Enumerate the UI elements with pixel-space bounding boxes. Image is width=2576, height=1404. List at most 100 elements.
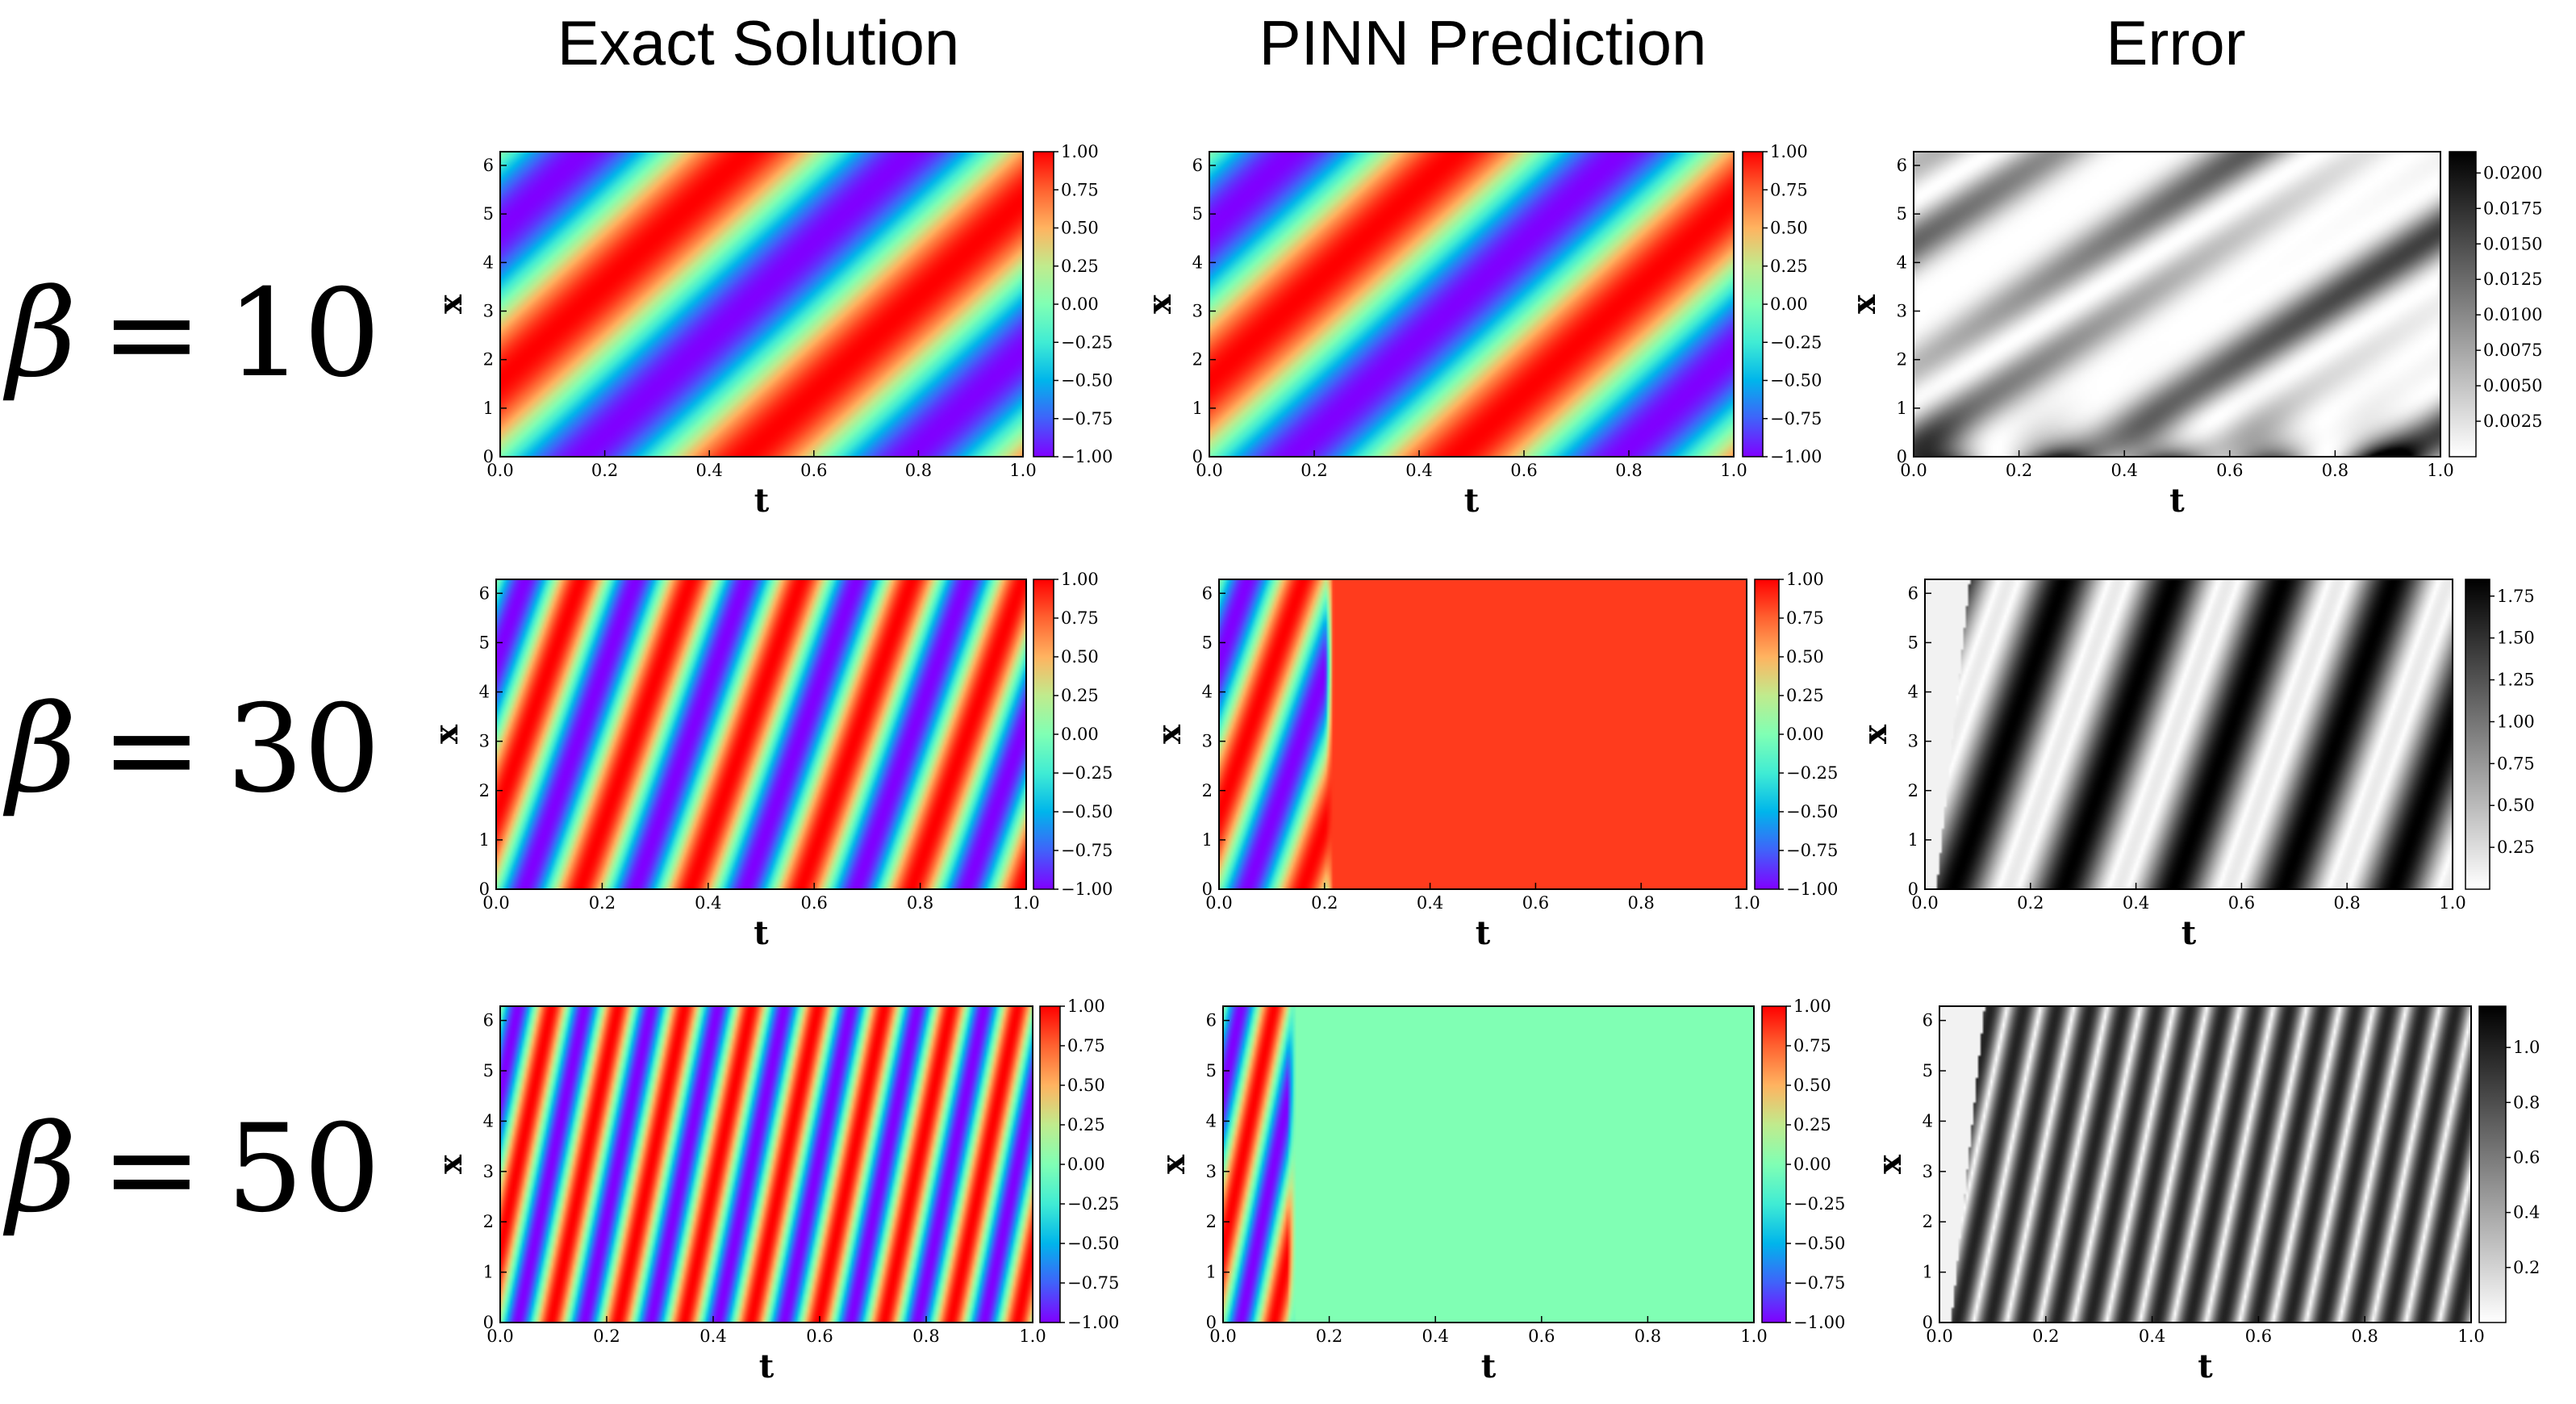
x-tick-label: 0.6 xyxy=(800,893,827,913)
colorbar-tick-label: −0.75 xyxy=(1061,409,1113,428)
y-axis-label: x xyxy=(1154,1154,1192,1174)
y-axis-label: x xyxy=(428,724,466,744)
colorbar-tick-label: 0.00 xyxy=(1793,1155,1831,1174)
colorbar-tick-label: −1.00 xyxy=(1061,880,1113,899)
y-tick-label: 3 xyxy=(483,302,494,321)
x-tick-label: 0.6 xyxy=(1522,893,1549,913)
x-tick-label: 0.4 xyxy=(1405,461,1432,480)
x-tick-label: 0.6 xyxy=(2228,893,2255,913)
x-tick-label: 0.2 xyxy=(2032,1327,2059,1346)
colorbar-tick-label: −0.75 xyxy=(1793,1273,1845,1293)
y-tick-label: 1 xyxy=(1192,399,1203,418)
colorbar-tick-label: 1.75 xyxy=(2497,587,2535,606)
plot-frame xyxy=(1939,1005,2472,1323)
x-tick-label: 0.8 xyxy=(1635,1327,1661,1346)
colorbar-tick-label: 0.00 xyxy=(1067,1155,1105,1174)
y-tick-label: 6 xyxy=(1923,1011,1933,1030)
colorbar-tick-label: 0.6 xyxy=(2513,1147,2540,1167)
heatmap-image xyxy=(1219,579,1747,889)
y-tick-label: 1 xyxy=(1923,1263,1933,1282)
row-label-beta-30: β = 30 xyxy=(2,679,380,820)
y-tick-label: 0 xyxy=(1206,1313,1217,1332)
colorbar-tick-label: −0.25 xyxy=(1786,763,1838,783)
heatmap-image xyxy=(496,579,1026,889)
x-axis-label: t xyxy=(1481,1348,1497,1385)
colorbar-tick-label: −0.75 xyxy=(1770,409,1822,428)
heatmap-panel-r2-c2: 0.0 0.2 0.4 0.6 0.8 1.0 0 1 2 3 4 5 6 t x 1.0 0.8 0.6 0.4 0… xyxy=(1871,1005,2540,1385)
plot-frame xyxy=(499,151,1024,458)
x-tick-label: 0.0 xyxy=(1900,461,1927,480)
colorbar-tick-label: 0.25 xyxy=(2497,838,2535,857)
colorbar-tick-label: 0.75 xyxy=(1770,180,1808,199)
colorbar-tick-label: −1.00 xyxy=(1786,880,1838,899)
x-axis-label: t xyxy=(2198,1348,2213,1385)
row-label-beta-10: β = 10 xyxy=(2,264,380,404)
y-tick-label: 2 xyxy=(1206,1212,1217,1231)
colorbar-tick-label: 0.8 xyxy=(2513,1093,2540,1112)
heatmap-panel-r2-c0: 0.0 0.2 0.4 0.6 0.8 1.00123456tx1.000.750.500… xyxy=(432,997,1119,1385)
y-axis-label: x xyxy=(1871,1154,1909,1174)
y-tick-label: 3 xyxy=(479,732,490,751)
y-tick-label: 3 xyxy=(1202,732,1213,751)
x-tick-label: 0.4 xyxy=(2139,1327,2165,1346)
plot-frame xyxy=(1924,579,2453,890)
colorbar-tick-label: 0.25 xyxy=(1061,686,1099,705)
colorbar-tick-label: 0.00 xyxy=(1786,725,1824,744)
y-tick-label: 1 xyxy=(1202,830,1213,850)
column-title-exact: Exact Solution xyxy=(557,7,960,78)
y-tick-label: 4 xyxy=(1202,683,1213,702)
x-tick-label: 0.8 xyxy=(907,893,933,913)
x-tick-label: 0.0 xyxy=(1926,1327,1952,1346)
colorbar xyxy=(1039,1005,1061,1323)
colorbar-tick-label: −0.25 xyxy=(1061,763,1113,783)
colorbar-tick-label: 0.75 xyxy=(1061,180,1099,199)
colorbar-tick-label: 0.75 xyxy=(1067,1036,1105,1055)
x-tick-label: 0.0 xyxy=(1205,893,1232,913)
y-tick-label: 2 xyxy=(483,350,494,370)
y-tick-label: 1 xyxy=(1897,399,1907,418)
x-tick-label: 0.6 xyxy=(800,461,827,480)
x-axis-label: t xyxy=(759,1348,774,1385)
x-tick-label: 0.6 xyxy=(1528,1327,1555,1346)
colorbar-tick-label: 1.00 xyxy=(1061,142,1099,161)
y-tick-label: 3 xyxy=(1206,1162,1217,1181)
x-tick-label: 0.4 xyxy=(2110,461,2137,480)
x-tick-label: 0.8 xyxy=(905,461,932,480)
x-axis-label: t xyxy=(1464,482,1480,520)
x-tick-label: 1.0 xyxy=(2457,1327,2484,1346)
x-tick-label: 0.2 xyxy=(589,893,616,913)
x-tick-label: 0.6 xyxy=(1510,461,1537,480)
y-tick-label: 0 xyxy=(1908,880,1918,899)
row-label-beta-50: β = 50 xyxy=(2,1099,380,1239)
heatmap-panel-r1-c2: 0.0 0.2 0.4 0.6 0.8 1.00123456tx1.751.501.251… xyxy=(1856,579,2535,952)
x-tick-label: 0.2 xyxy=(1301,461,1327,480)
heatmap-image xyxy=(1223,1006,1754,1323)
y-tick-label: 6 xyxy=(1908,583,1918,603)
x-tick-label: 0.6 xyxy=(806,1327,833,1346)
x-tick-label: 0.0 xyxy=(482,893,509,913)
y-tick-label: 0 xyxy=(483,447,494,466)
heatmap-panel-r0-c2: 0.0 0.2 0.4 0.6 0.8 1.0 0 1 2 3 4 5 6 t x 0.0200 0.0175 0… xyxy=(1845,151,2542,520)
y-axis-label: x xyxy=(1845,294,1883,314)
heatmap-image xyxy=(1939,1006,2471,1323)
x-tick-label: 0.0 xyxy=(1209,1327,1236,1346)
colorbar-tick-label: −0.25 xyxy=(1061,332,1113,352)
heatmap-image xyxy=(1925,579,2453,889)
y-tick-label: 5 xyxy=(1202,633,1213,652)
y-tick-label: 3 xyxy=(1923,1162,1933,1181)
y-tick-label: 3 xyxy=(1897,302,1907,321)
y-tick-label: 2 xyxy=(479,781,490,800)
plot-frame xyxy=(499,1005,1033,1323)
y-tick-label: 1 xyxy=(479,830,490,850)
y-tick-label: 2 xyxy=(1923,1212,1933,1231)
colorbar-tick-label: 0.75 xyxy=(1061,608,1099,628)
x-tick-label: 0.2 xyxy=(1316,1327,1342,1346)
colorbar-tick-label: 0.75 xyxy=(1793,1036,1831,1055)
y-axis-label: x xyxy=(1856,724,1894,744)
heatmap-image xyxy=(1209,152,1734,457)
heatmap-image xyxy=(1914,152,2440,457)
x-tick-label: 0.4 xyxy=(695,893,721,913)
y-tick-label: 2 xyxy=(483,1212,494,1231)
y-tick-label: 5 xyxy=(1908,633,1918,652)
colorbar-tick-label: 0.00 xyxy=(1061,295,1099,314)
